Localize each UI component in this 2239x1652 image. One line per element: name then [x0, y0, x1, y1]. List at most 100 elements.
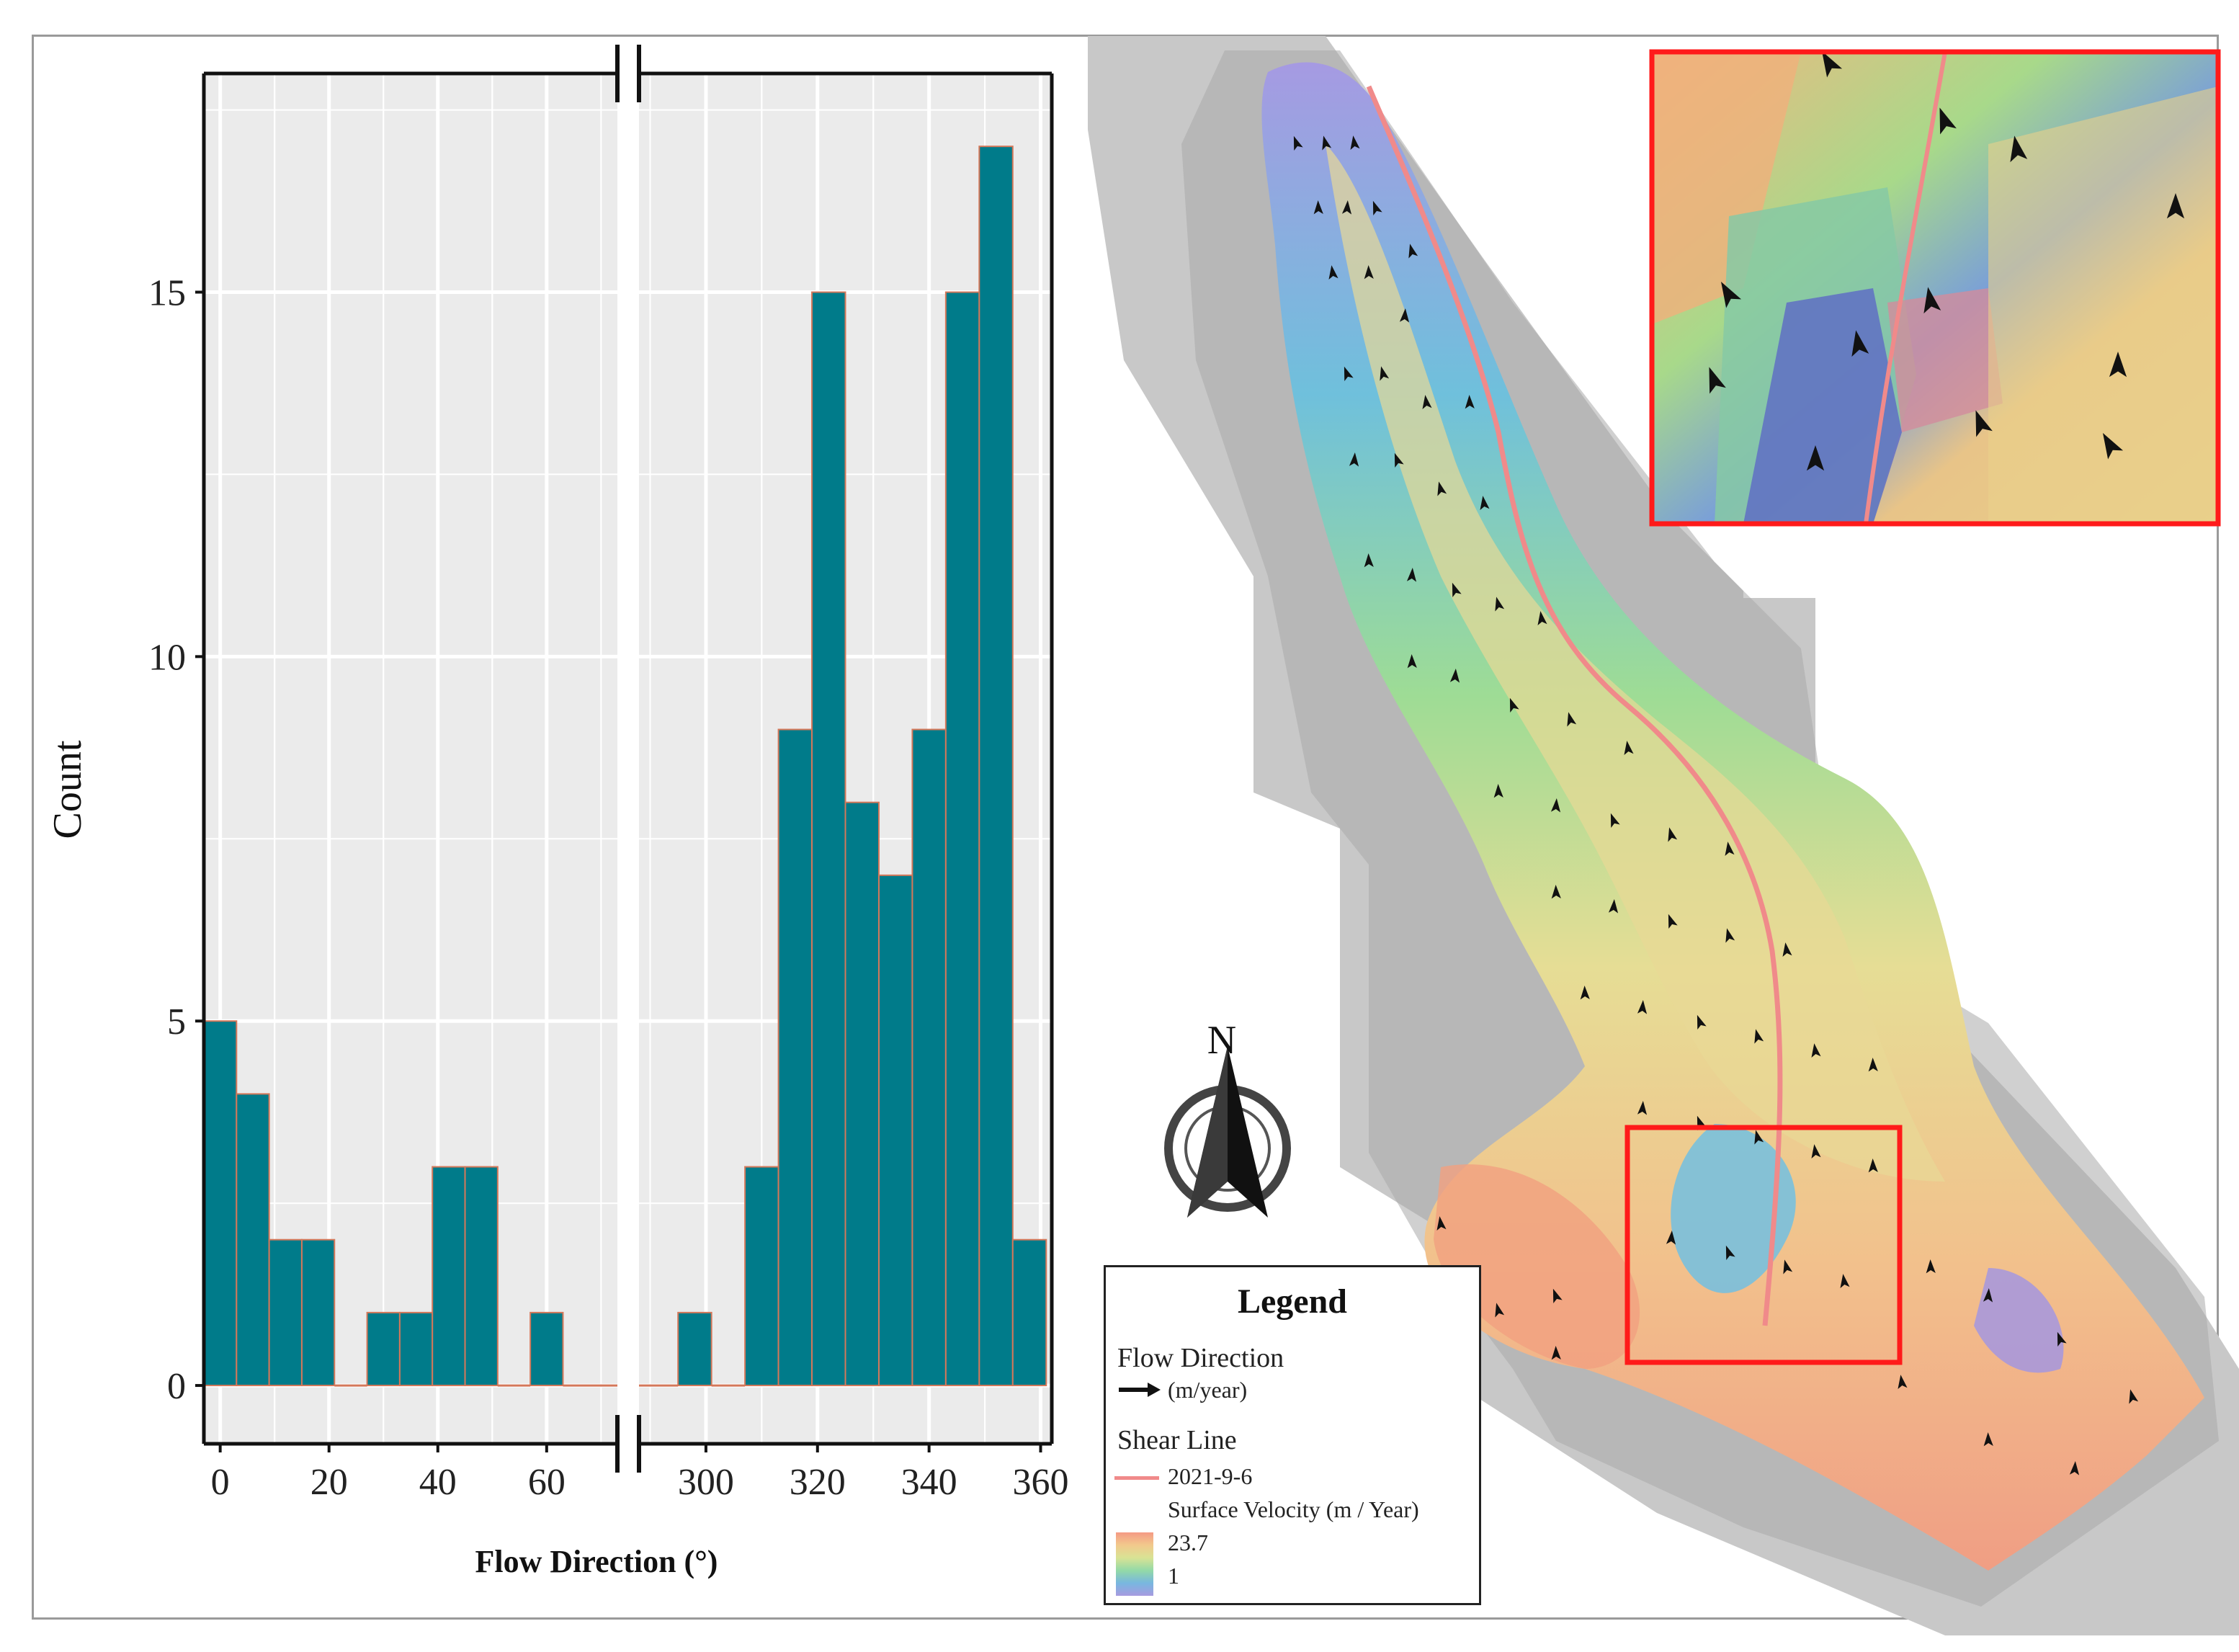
flow-arrow-icon	[1783, 1259, 1793, 1274]
histogram-bar	[877, 874, 913, 1387]
flow-arrow-icon	[1754, 1029, 1764, 1044]
flow-arrow-icon	[1119, 1383, 1161, 1397]
flow-arrow-icon	[1406, 568, 1417, 582]
flow-direction-histogram: 0 20 40 60 300 320 340 360 0 5 10 15 Count Flow Dir…	[45, 45, 1069, 1579]
x-tick-label: 360	[1013, 1462, 1069, 1503]
histogram-bar	[203, 1020, 238, 1387]
flow-arrow-icon	[1509, 697, 1519, 713]
x-tick-label: 20	[310, 1462, 348, 1503]
histogram-bar	[744, 1166, 779, 1387]
y-tick-label: 0	[167, 1366, 186, 1407]
map-legend: Legend Flow Direction (m/year) Shear Lin…	[1104, 1265, 1481, 1605]
flow-arrow-icon	[1782, 942, 1792, 957]
flow-arrow-icon	[2166, 193, 2185, 219]
flow-arrow-icon	[1668, 914, 1678, 929]
flow-arrow-icon	[1567, 712, 1577, 727]
flow-arrow-icon	[1364, 553, 1374, 568]
flow-arrow-icon	[1328, 265, 1339, 280]
flow-arrow-icon	[1709, 367, 1726, 394]
flow-arrow-icon	[1725, 1245, 1735, 1261]
flow-arrow-icon	[1610, 813, 1620, 829]
flow-arrow-icon	[1465, 395, 1475, 409]
shear-line	[1366, 85, 1783, 1326]
legend-flow-unit: (m/year)	[1168, 1377, 1248, 1403]
histogram-bar	[529, 1311, 564, 1387]
flow-arrow-icon	[2010, 135, 2028, 163]
flow-arrow-icon	[1551, 1346, 1561, 1360]
flow-arrow-icon	[1868, 1158, 1878, 1173]
flow-arrow-icon	[1637, 1000, 1648, 1014]
flow-arrow-icon	[1851, 330, 1869, 357]
plot-panel	[204, 73, 617, 1444]
flow-arrow-icon	[1380, 366, 1390, 381]
flow-arrow-icon	[1725, 928, 1735, 943]
flow-arrow-icon	[1822, 50, 1843, 78]
flow-arrow-icon	[1666, 1231, 1676, 1245]
x-tick-label: 0	[211, 1462, 230, 1503]
flow-arrow-icon	[1349, 452, 1359, 467]
histogram-bar	[677, 1311, 712, 1387]
flow-direction-arrows	[1293, 135, 2139, 1475]
flow-arrow-icon	[1983, 1288, 1993, 1303]
flow-arrow-icon	[1437, 481, 1447, 496]
x-tick-label: 340	[901, 1462, 957, 1503]
flow-arrow-icon	[1341, 200, 1352, 215]
flow-arrow-icon	[1551, 885, 1561, 899]
legend-shear-date: 2021-9-6	[1168, 1463, 1253, 1489]
x-axis-label: Flow Direction (°)	[475, 1544, 718, 1579]
flow-arrow-icon	[1495, 1303, 1505, 1318]
flow-arrow-icon	[1449, 669, 1460, 683]
flow-arrow-icon	[1840, 1274, 1850, 1289]
flow-arrow-icon	[2103, 432, 2124, 460]
flow-arrow-icon	[1322, 135, 1332, 151]
flow-arrow-icon	[1926, 1259, 1936, 1274]
flow-arrow-icon	[1452, 582, 1462, 598]
flow-arrow-icon	[1721, 281, 1742, 308]
histogram-bar	[300, 1238, 336, 1387]
flow-arrow-icon	[1608, 899, 1619, 914]
flow-arrow-icon	[1350, 135, 1360, 151]
legend-velocity-min: 1	[1168, 1563, 1179, 1589]
inset-map	[1649, 49, 2221, 527]
histogram-bar	[844, 801, 880, 1387]
flow-arrow-icon	[1898, 1375, 1908, 1390]
flow-arrow-icon	[1975, 410, 1993, 437]
flow-arrow-icon	[1313, 200, 1323, 215]
figure-frame	[32, 35, 2219, 1620]
flow-arrow-icon	[1293, 135, 1303, 151]
histogram-bar	[398, 1311, 434, 1387]
flow-arrow-icon	[1811, 1144, 1821, 1159]
flow-arrow-icon	[1394, 452, 1404, 468]
legend-velocity-max: 23.7	[1168, 1530, 1208, 1555]
flow-arrow-icon	[1407, 654, 1417, 669]
flow-arrow-icon	[1668, 827, 1678, 842]
velocity-color-ramp	[1116, 1532, 1153, 1596]
zoom-extent-box	[1624, 1125, 1903, 1365]
flow-arrow-icon	[1868, 1058, 1878, 1072]
shear-line-swatch	[1114, 1476, 1159, 1480]
flow-arrow-icon	[1550, 798, 1561, 813]
flow-arrow-icon	[2109, 352, 2127, 378]
flow-arrow-icon	[1399, 308, 1410, 323]
flow-arrow-icon	[1806, 445, 1825, 471]
histogram-bar	[978, 146, 1014, 1387]
flow-arrow-icon	[1436, 1216, 1447, 1231]
y-tick-label: 10	[148, 637, 186, 678]
histogram-bar	[811, 291, 846, 1387]
x-tick-label: 300	[678, 1462, 734, 1503]
x-tick-label: 60	[528, 1462, 566, 1503]
flow-arrow-icon	[1422, 395, 1432, 410]
flow-arrow-icon	[1408, 244, 1418, 259]
histogram-bar	[1011, 1238, 1047, 1387]
flow-arrow-icon	[2069, 1461, 2080, 1475]
x-tick-label: 320	[790, 1462, 846, 1503]
flow-arrow-icon	[1344, 366, 1354, 382]
north-arrow: N	[1164, 1018, 1291, 1218]
flow-arrow-icon	[1552, 1288, 1563, 1304]
flow-arrow-icon	[1480, 496, 1490, 511]
y-tick-label: 5	[167, 1001, 186, 1042]
histogram-bar	[366, 1311, 401, 1387]
flow-arrow-icon	[1637, 1101, 1648, 1115]
legend-shear-line: Shear Line	[1117, 1425, 1237, 1455]
